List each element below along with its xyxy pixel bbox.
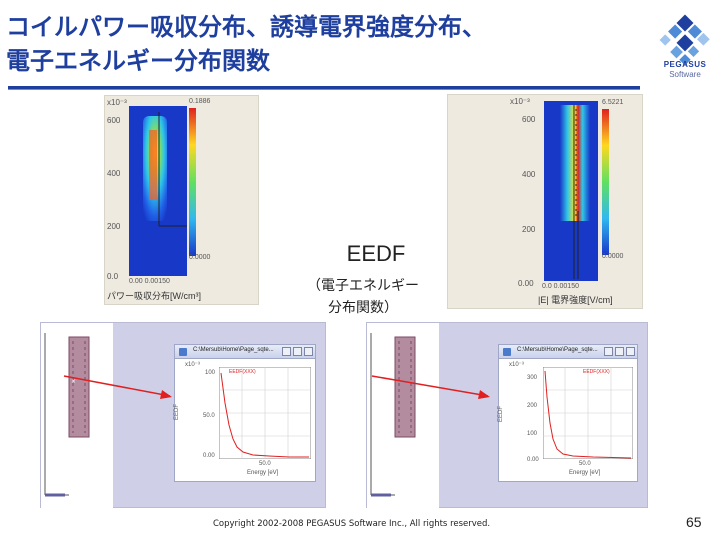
efield-map-ytick: 600 [522, 115, 536, 124]
window-xlabel: Energy [eV] [247, 470, 279, 476]
minimize-button[interactable] [282, 347, 291, 356]
left-eedf-plot [219, 367, 311, 459]
window-app-icon [503, 348, 511, 356]
copyright-text: Copyright 2002-2008 PEGASUS Software Inc… [213, 519, 491, 529]
minimize-button[interactable] [604, 347, 613, 356]
right-eedf-plot [543, 367, 633, 459]
efield-map-colorbar [602, 109, 609, 255]
power-map-ytick: 0.0 [107, 272, 119, 281]
window-ytick: 200 [527, 403, 538, 409]
efield-map-ytick: 400 [522, 170, 536, 179]
title-line-2: 電子エネルギー分布関数 [6, 47, 270, 75]
window-xlabel: Energy [eV] [569, 470, 601, 476]
efield-map-colorbar-min: 0.0000 [602, 253, 624, 260]
efield-map-xticks: 0.0 0.00150 [542, 283, 579, 290]
svg-text:×: × [71, 378, 76, 385]
window-title: C:\Mersub\Home\Page_sqte... [193, 347, 274, 353]
efield-map-image [544, 101, 598, 281]
window-ytick: 100 [527, 431, 538, 437]
efield-map-ytick: 0.00 [518, 279, 534, 288]
window-ytick: 100 [205, 370, 216, 376]
window-titlebar[interactable]: C:\Mersub\Home\Page_sqte... [499, 345, 637, 359]
left-arrow [63, 375, 172, 399]
window-legend: EEDF(XXX) [583, 369, 610, 375]
eedf-subtitle-line-1: （電子エネルギー [307, 278, 419, 294]
efield-map-label: |E| 電界強度[V/cm] [538, 295, 613, 305]
title-line-1: コイルパワー吸収分布、誘導電界強度分布、 [6, 13, 486, 41]
eedf-curve [220, 372, 309, 458]
window-scale: x10⁻³ [509, 362, 524, 368]
left-eedf-window[interactable]: C:\Mersub\Home\Page_sqte... x10⁻³ 100 50… [174, 344, 316, 482]
efield-map: x10⁻³ 600 400 200 0.00 6.5221 0.0000 0.0… [447, 94, 643, 309]
window-ylabel: EEDF [498, 405, 505, 423]
power-map-colorbar [189, 108, 196, 256]
title-rule-shadow [8, 89, 640, 90]
window-ytick: 50.0 [203, 413, 215, 419]
efield-map-ytick: 200 [522, 225, 536, 234]
close-button[interactable] [304, 347, 313, 356]
power-map-ytick: 400 [107, 169, 121, 178]
window-app-icon [179, 348, 187, 356]
power-map-colorbar-min: 0.0000 [189, 254, 211, 261]
right-arrow [371, 375, 490, 399]
window-xtick: 50.0 [579, 461, 591, 467]
window-titlebar[interactable]: C:\Mersub\Home\Page_sqte... [175, 345, 315, 359]
window-legend: EEDF(XXX) [229, 369, 256, 375]
window-scale: x10⁻³ [185, 362, 200, 368]
power-map-colorbar-max: 0.1886 [189, 98, 211, 105]
eedf-label: EEDF [316, 240, 436, 268]
efield-map-colorbar-max: 6.5221 [602, 99, 624, 106]
window-ytick: 300 [527, 375, 538, 381]
logo-name: PEGASUS [663, 60, 707, 69]
power-map-ytick: 600 [107, 116, 121, 125]
maximize-button[interactable] [293, 347, 302, 356]
power-map-image [129, 106, 187, 276]
eedf-subtitle-line-2: 分布関数） [328, 300, 398, 316]
window-ylabel: EEDF [174, 403, 181, 421]
window-ytick: 0.00 [203, 453, 215, 459]
right-eedf-window[interactable]: C:\Mersub\Home\Page_sqte... x10⁻³ 300 20… [498, 344, 638, 482]
power-absorption-map: x10⁻³ 600 400 200 0.0 0.1886 0.0000 0.00… [104, 95, 259, 305]
power-map-label: パワー吸収分布[W/cm³] [107, 291, 201, 301]
close-button[interactable] [626, 347, 635, 356]
efield-map-scale: x10⁻³ [510, 97, 530, 106]
maximize-button[interactable] [615, 347, 624, 356]
window-ytick: 0.00 [527, 457, 539, 463]
page-number: 65 [686, 514, 702, 530]
pegasus-logo-icon [659, 14, 710, 66]
logo-sub: Software [669, 70, 701, 79]
power-map-ytick: 200 [107, 222, 121, 231]
power-map-scale: x10⁻³ [107, 98, 127, 107]
eedf-subtitle: （電子エネルギー 分布関数） [288, 275, 438, 319]
left-chamber-diagram: × [41, 323, 113, 509]
eedf-curve [544, 370, 632, 459]
power-map-xticks: 0.00 0.00150 [129, 278, 170, 285]
right-chamber-diagram [367, 323, 439, 509]
title-rule [8, 86, 640, 89]
window-xtick: 50.0 [259, 461, 271, 467]
slide-title: コイルパワー吸収分布、誘導電界強度分布、 電子エネルギー分布関数 [6, 10, 646, 78]
window-title: C:\Mersub\Home\Page_sqte... [517, 347, 598, 353]
